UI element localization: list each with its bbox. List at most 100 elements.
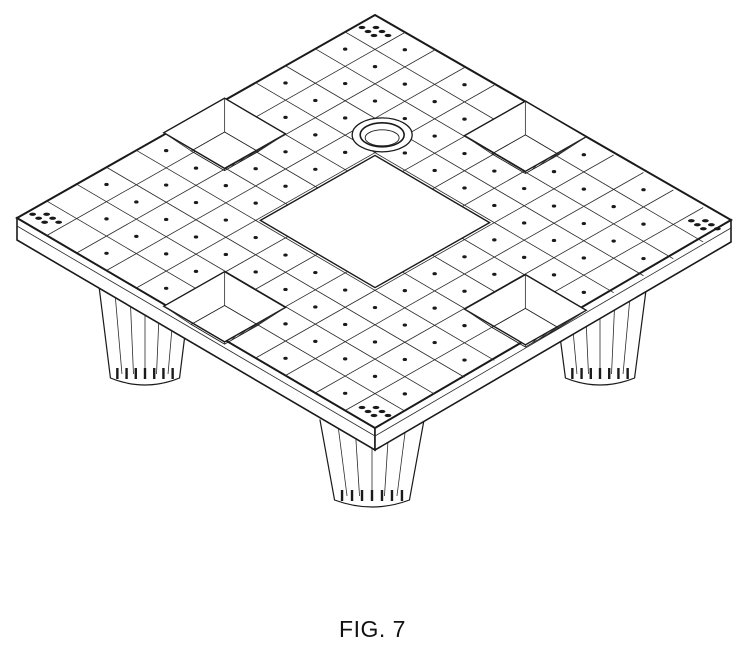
- corner-slot: [694, 223, 701, 226]
- drain-hole: [134, 235, 138, 238]
- drain-hole: [373, 65, 377, 68]
- drain-hole: [582, 291, 586, 294]
- drain-hole: [462, 118, 466, 121]
- drain-hole: [373, 375, 377, 378]
- corner-slot: [35, 217, 42, 220]
- drain-hole: [582, 153, 586, 156]
- drain-hole: [522, 187, 526, 190]
- drain-hole: [611, 205, 615, 208]
- corner-slot: [29, 213, 36, 216]
- drain-hole: [432, 169, 436, 172]
- drain-hole: [313, 271, 317, 274]
- drain-hole: [313, 340, 317, 343]
- drain-hole: [104, 252, 108, 255]
- drain-hole: [432, 272, 436, 275]
- drain-hole: [492, 169, 496, 172]
- corner-slot: [700, 227, 707, 230]
- drain-hole: [403, 48, 407, 51]
- drain-hole: [582, 188, 586, 191]
- drain-hole: [462, 186, 466, 189]
- drain-hole: [164, 149, 168, 152]
- drain-hole: [283, 185, 287, 188]
- drain-hole: [313, 168, 317, 171]
- corner-slot: [708, 223, 715, 226]
- corner-slot: [379, 410, 386, 413]
- corner-slot: [365, 410, 372, 413]
- corner-slot: [688, 219, 695, 222]
- drain-hole: [432, 307, 436, 310]
- corner-slot: [43, 213, 50, 216]
- drain-hole: [224, 218, 228, 221]
- drain-hole: [283, 150, 287, 153]
- drain-hole: [283, 81, 287, 84]
- drain-hole: [343, 82, 347, 85]
- drain-hole: [164, 218, 168, 221]
- corner-slot: [41, 221, 48, 224]
- drain-hole: [641, 223, 645, 226]
- drain-hole: [552, 204, 556, 207]
- drain-hole: [582, 256, 586, 259]
- drain-hole: [343, 151, 347, 154]
- drain-hole: [462, 358, 466, 361]
- drain-hole: [104, 217, 108, 220]
- drain-hole: [194, 201, 198, 204]
- corner-slot: [55, 221, 62, 224]
- drain-hole: [343, 116, 347, 119]
- drain-hole: [343, 288, 347, 291]
- drain-hole: [253, 270, 257, 273]
- drain-hole: [462, 255, 466, 258]
- corner-slot: [371, 414, 378, 417]
- drain-hole: [492, 273, 496, 276]
- drain-hole: [343, 357, 347, 360]
- figure-caption: FIG. 7: [0, 616, 745, 643]
- drain-hole: [403, 83, 407, 86]
- corner-slot: [359, 26, 366, 29]
- drain-hole: [134, 200, 138, 203]
- corner-slot: [49, 217, 56, 220]
- drain-hole: [164, 183, 168, 186]
- round-fitting: [352, 118, 412, 152]
- corner-slot: [359, 406, 366, 409]
- drain-hole: [432, 134, 436, 137]
- drain-hole: [104, 183, 108, 186]
- drain-hole: [522, 256, 526, 259]
- drain-hole: [373, 99, 377, 102]
- drain-hole: [194, 270, 198, 273]
- drain-hole: [343, 48, 347, 51]
- drain-hole: [641, 257, 645, 260]
- drain-hole: [462, 290, 466, 293]
- corner-slot: [385, 34, 392, 37]
- corner-slot: [371, 34, 378, 37]
- drain-hole: [403, 358, 407, 361]
- drain-hole: [343, 323, 347, 326]
- drain-hole: [313, 99, 317, 102]
- drain-hole: [194, 235, 198, 238]
- drain-hole: [492, 238, 496, 241]
- corner-slot: [373, 406, 380, 409]
- drain-hole: [313, 305, 317, 308]
- drain-hole: [432, 100, 436, 103]
- drain-hole: [313, 133, 317, 136]
- drain-hole: [253, 167, 257, 170]
- corner-slot: [702, 219, 709, 222]
- drain-hole: [403, 392, 407, 395]
- drain-hole: [224, 253, 228, 256]
- corner-slot: [385, 414, 392, 417]
- corner-slot: [379, 30, 386, 33]
- drain-hole: [462, 324, 466, 327]
- drain-hole: [522, 221, 526, 224]
- drain-hole: [403, 151, 407, 154]
- corner-slot: [373, 26, 380, 29]
- drain-hole: [194, 167, 198, 170]
- drain-hole: [432, 341, 436, 344]
- drain-hole: [462, 83, 466, 86]
- drain-hole: [164, 252, 168, 255]
- drain-hole: [164, 287, 168, 290]
- drain-hole: [283, 322, 287, 325]
- drain-hole: [373, 340, 377, 343]
- drain-hole: [343, 392, 347, 395]
- drain-hole: [552, 239, 556, 242]
- drain-hole: [582, 222, 586, 225]
